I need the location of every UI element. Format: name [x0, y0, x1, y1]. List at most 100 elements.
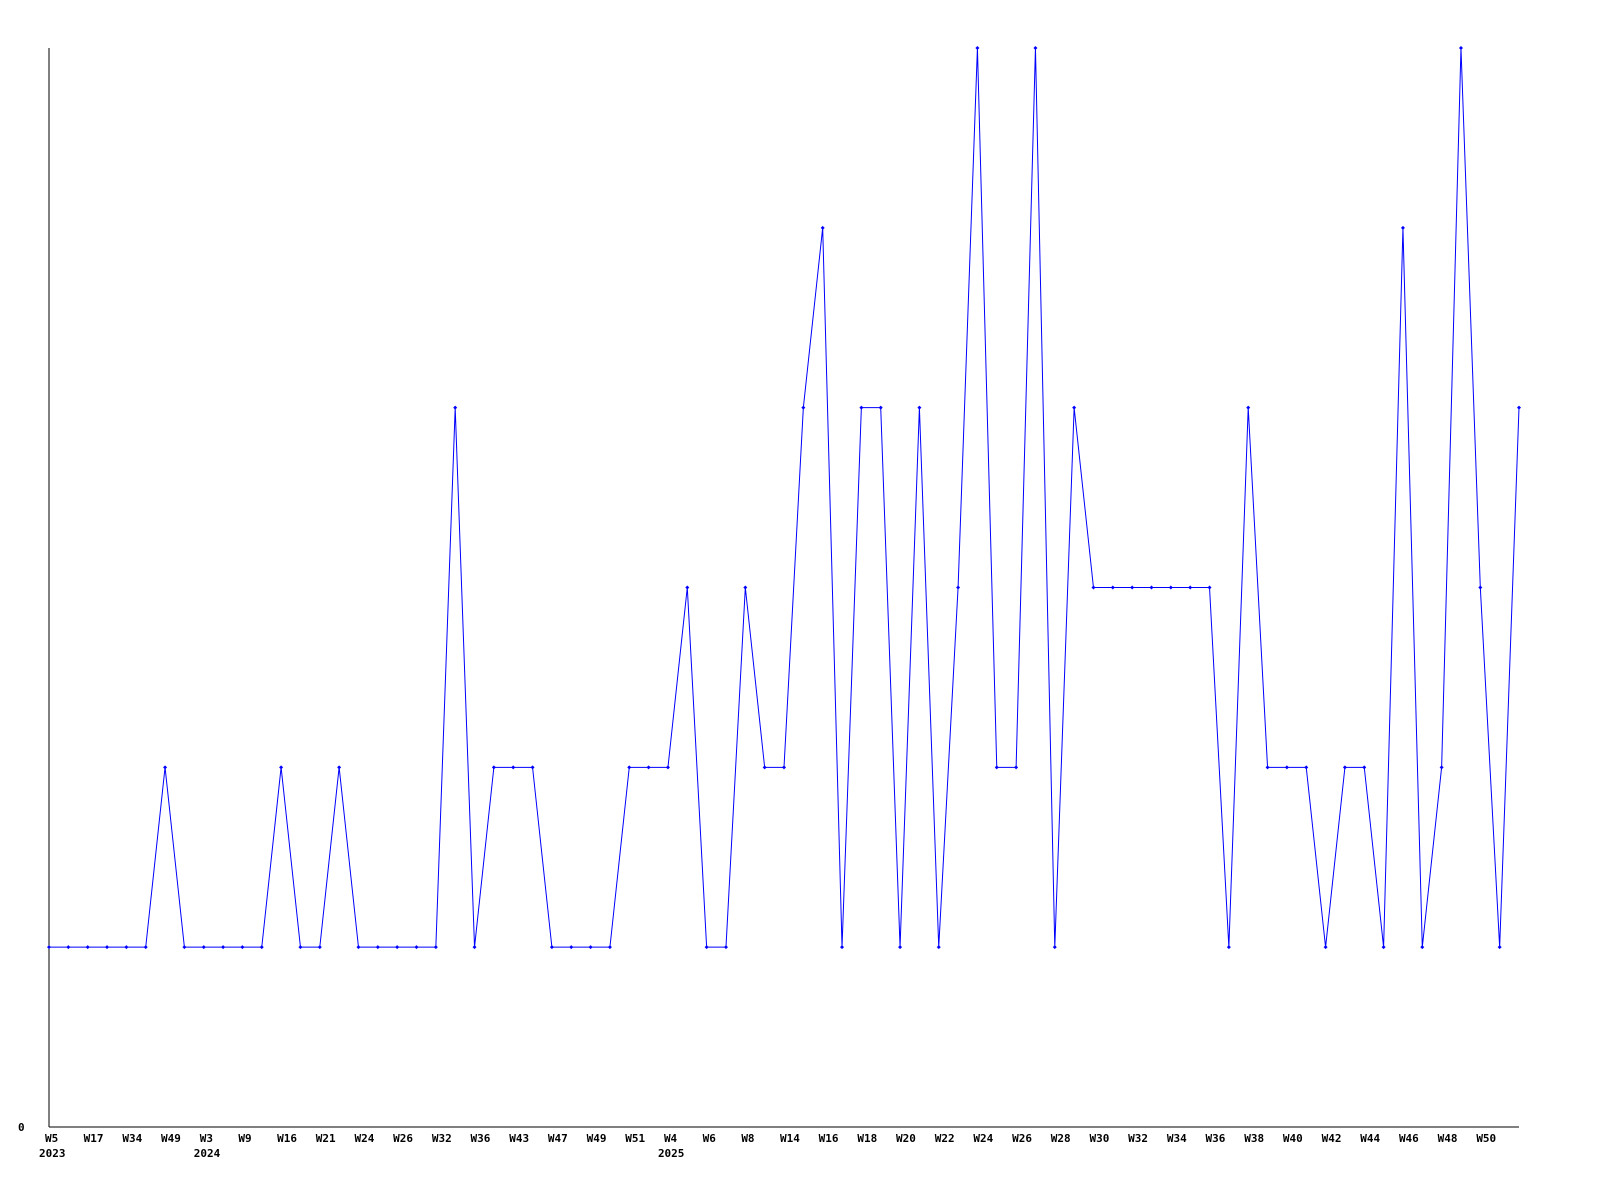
data-point [956, 585, 961, 590]
x-tick-label: W34 [122, 1132, 142, 1145]
x-tick-label: W47 [548, 1132, 568, 1145]
x-tick-label: W50 [1476, 1132, 1496, 1145]
data-point [820, 225, 825, 230]
data-point [1497, 945, 1502, 950]
x-tick-label: W49 [587, 1132, 607, 1145]
data-point [627, 765, 632, 770]
data-point [279, 765, 284, 770]
x-tick-label: W21 [316, 1132, 336, 1145]
x-tick-label: W51 [625, 1132, 645, 1145]
x-tick-label: W43 [509, 1132, 529, 1145]
data-point [298, 945, 303, 950]
x-tick-label: W48 [1438, 1132, 1458, 1145]
data-point [917, 405, 922, 410]
data-point [1052, 945, 1057, 950]
data-point [840, 945, 845, 950]
data-point [704, 945, 709, 950]
data-point [685, 585, 690, 590]
x-tick-label: W44 [1360, 1132, 1380, 1145]
data-point [665, 765, 670, 770]
data-point [337, 765, 342, 770]
data-point [607, 945, 612, 950]
x-tick-label: W20 [896, 1132, 916, 1145]
data-point [1362, 765, 1367, 770]
x-tick-label: W3 [200, 1132, 213, 1145]
data-point [1323, 945, 1328, 950]
x-tick-label: W42 [1322, 1132, 1342, 1145]
data-point [1517, 405, 1521, 410]
x-tick-label: W49 [161, 1132, 181, 1145]
data-point [1130, 585, 1135, 590]
x-tick-label: W24 [973, 1132, 993, 1145]
x-tick-label: W28 [1051, 1132, 1071, 1145]
data-point [1149, 585, 1154, 590]
data-point [588, 945, 593, 950]
x-tick-label: W8 [741, 1132, 754, 1145]
x-tick-label: W22 [935, 1132, 955, 1145]
data-point [472, 945, 477, 950]
data-point [105, 945, 110, 950]
data-point [1207, 585, 1212, 590]
data-point [994, 765, 999, 770]
data-point [549, 945, 554, 950]
x-tick-label: W16 [819, 1132, 839, 1145]
data-point [859, 405, 864, 410]
data-point [240, 945, 245, 950]
data-point [163, 765, 168, 770]
data-point [143, 945, 148, 950]
data-point [259, 945, 264, 950]
year-label: 2025 [658, 1147, 685, 1160]
data-point [1284, 765, 1289, 770]
data-point [66, 945, 71, 950]
x-tick-label: W46 [1399, 1132, 1419, 1145]
data-point [646, 765, 651, 770]
x-tick-label: W32 [432, 1132, 452, 1145]
data-point [491, 765, 496, 770]
data-point [1458, 46, 1463, 50]
data-point [221, 945, 226, 950]
x-tick-label: W6 [703, 1132, 717, 1145]
x-tick-label: W14 [780, 1132, 800, 1145]
data-point [395, 945, 400, 950]
data-point [1014, 765, 1019, 770]
series [47, 46, 1521, 950]
x-tick-label: W5 [45, 1132, 58, 1145]
data-point [1439, 765, 1444, 770]
data-point [124, 945, 129, 950]
data-point [1304, 765, 1309, 770]
data-point [1033, 46, 1038, 50]
data-point [356, 945, 361, 950]
data-point [1226, 945, 1231, 950]
data-point [569, 945, 574, 950]
data-point [85, 945, 90, 950]
data-point [1400, 225, 1405, 230]
data-point [1342, 765, 1347, 770]
data-point [1381, 945, 1386, 950]
data-point [782, 765, 786, 770]
series-line [49, 47, 1520, 948]
data-point [936, 945, 941, 950]
data-point [1246, 405, 1251, 410]
x-tick-label: W40 [1283, 1132, 1303, 1145]
year-label: 2023 [39, 1147, 66, 1160]
data-point [1188, 585, 1193, 590]
data-point [762, 765, 767, 770]
data-point [182, 945, 187, 950]
data-point [375, 945, 380, 950]
x-tick-label: W17 [84, 1132, 104, 1145]
x-tick-label: W9 [238, 1132, 251, 1145]
x-tick-label: W18 [857, 1132, 877, 1145]
y-tick-label: 0 [18, 1121, 25, 1134]
data-point [511, 765, 516, 770]
x-tick-label: W16 [277, 1132, 297, 1145]
data-point [1265, 765, 1270, 770]
x-tick-label: W36 [471, 1132, 491, 1145]
data-point [743, 585, 748, 590]
x-tick-label: W36 [1206, 1132, 1226, 1145]
data-point [47, 945, 51, 950]
data-point [1478, 585, 1483, 590]
data-point [1110, 585, 1115, 590]
x-tick-label: W26 [393, 1132, 413, 1145]
x-tick-label: W24 [354, 1132, 374, 1145]
